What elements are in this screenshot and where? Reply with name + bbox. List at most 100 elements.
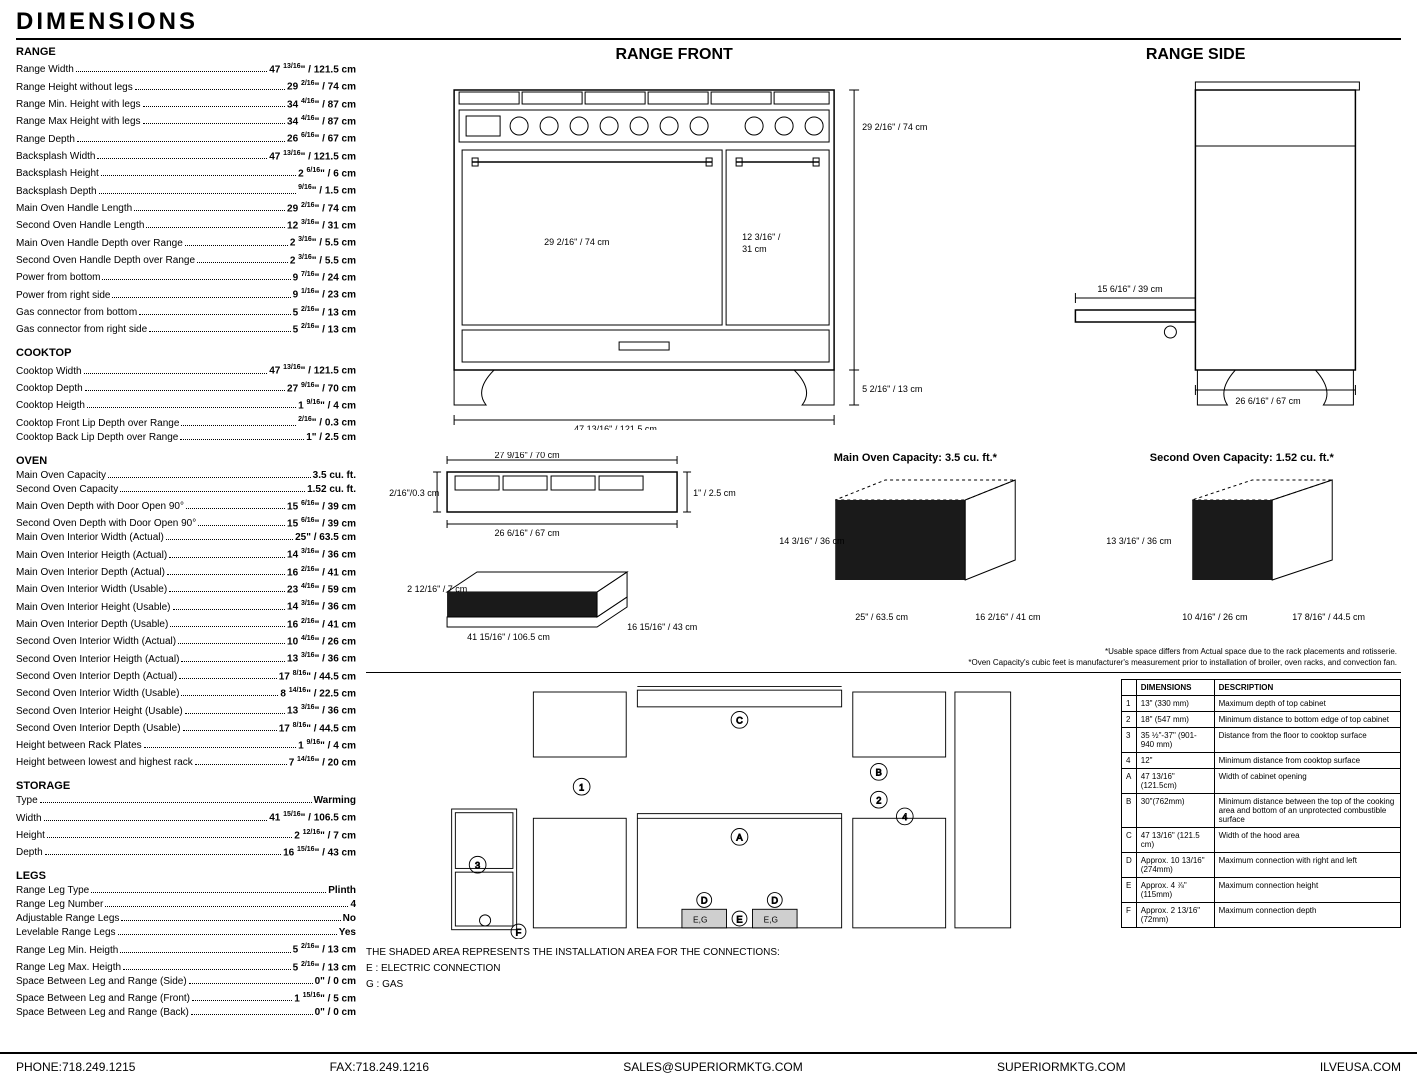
spec-row: Second Oven Interior Width (Actual)10 4/… (16, 632, 356, 649)
spec-label: Adjustable Range Legs (16, 912, 119, 926)
spec-row: Second Oven Interior Width (Usable)8 14/… (16, 684, 356, 701)
table-row: A47 13/16"(121.5cm)Width of cabinet open… (1122, 769, 1401, 794)
spec-label: Main Oven Capacity (16, 469, 106, 483)
svg-text:13 3/16" / 36 cm: 13 3/16" / 36 cm (1106, 536, 1171, 546)
spec-label: Space Between Leg and Range (Front) (16, 992, 190, 1006)
spec-value: No (343, 912, 356, 926)
spec-row: Second Oven Interior Depth (Usable)17 8/… (16, 719, 356, 736)
spec-row: Gas connector from bottom5 2/16" / 13 cm (16, 303, 356, 320)
svg-text:4: 4 (902, 812, 907, 822)
spec-value: 34 4/16" / 87 cm (287, 95, 356, 112)
footer-web1: SUPERIORMKTG.COM (997, 1060, 1126, 1074)
spec-value: 16 15/16" / 43 cm (283, 843, 356, 860)
spec-value: 47 13/16" / 121.5 cm (269, 60, 356, 77)
second-oven-cap-title: Second Oven Capacity: 1.52 cu. ft.* (1083, 452, 1401, 464)
spec-row: Range Max Height with legs34 4/16" / 87 … (16, 112, 356, 129)
spec-value: 26 6/16" / 67 cm (287, 129, 356, 146)
install-legend: THE SHADED AREA REPRESENTS THE INSTALLAT… (366, 945, 1113, 993)
spec-label: Range Max Height with legs (16, 115, 141, 129)
svg-text:B: B (876, 768, 882, 778)
spec-label: Second Oven Interior Height (Usable) (16, 705, 183, 719)
spec-value: 1 9/16" / 4 cm (298, 736, 356, 753)
spec-row: Backsplash Depth9/16" / 1.5 cm (16, 181, 356, 198)
spec-value: 8 14/16" / 22.5 cm (280, 684, 356, 701)
footer-web2: ILVEUSA.COM (1320, 1060, 1401, 1074)
main-oven-box: 14 3/16" / 36 cm 25" / 63.5 cm 16 2/16" … (756, 470, 1074, 630)
spec-label: Second Oven Handle Depth over Range (16, 254, 195, 268)
spec-row: Main Oven Interior Width (Usable)23 4/16… (16, 580, 356, 597)
spec-value: 29 2/16" / 74 cm (287, 77, 356, 94)
spec-label: Range Leg Max. Heigth (16, 961, 121, 975)
range-side-diagram: 15 6/16" / 39 cm 26 6/16" / 67 cm (990, 70, 1401, 430)
svg-text:E: E (736, 914, 742, 924)
spec-label: Power from right side (16, 289, 110, 303)
svg-text:2/16"/0.3 cm: 2/16"/0.3 cm (389, 488, 439, 498)
spec-value: 47 13/16" / 121.5 cm (269, 361, 356, 378)
spec-value: Warming (314, 794, 356, 808)
spec-value: 4 (350, 898, 356, 912)
spec-label: Main Oven Interior Height (Usable) (16, 601, 171, 615)
spec-label: Main Oven Interior Width (Actual) (16, 531, 164, 545)
svg-text:5 2/16" / 13 cm: 5 2/16" / 13 cm (862, 384, 922, 394)
table-row: 412"Minimum distance from cooktop surfac… (1122, 753, 1401, 769)
spec-value: 16 2/16" / 41 cm (287, 563, 356, 580)
spec-row: Gas connector from right side5 2/16" / 1… (16, 320, 356, 337)
svg-text:16 15/16" / 43 cm: 16 15/16" / 43 cm (627, 622, 697, 632)
spec-label: Space Between Leg and Range (Back) (16, 1006, 189, 1020)
spec-row: Main Oven Handle Length29 2/16" / 74 cm (16, 199, 356, 216)
spec-label: Cooktop Width (16, 365, 82, 379)
svg-text:17 8/16" / 44.5 cm: 17 8/16" / 44.5 cm (1292, 612, 1365, 622)
spec-row: Main Oven Depth with Door Open 90°15 6/1… (16, 497, 356, 514)
spec-value: 1 15/16" / 5 cm (294, 989, 356, 1006)
footer-fax: FAX:718.249.1216 (330, 1060, 429, 1074)
range-side-title: RANGE SIDE (990, 46, 1401, 64)
spec-label: Range Width (16, 63, 74, 77)
spec-label: Second Oven Handle Length (16, 219, 144, 233)
spec-row: Cooktop Back Lip Depth over Range1" / 2.… (16, 431, 356, 445)
spec-label: Range Leg Type (16, 884, 89, 898)
spec-list: RANGERange Width47 13/16" / 121.5 cmRang… (16, 46, 356, 1056)
second-oven-box: 13 3/16" / 36 cm 10 4/16" / 26 cm 17 8/1… (1083, 470, 1401, 630)
svg-text:2 12/16" / 7 cm: 2 12/16" / 7 cm (407, 584, 467, 594)
spec-label: Cooktop Back Lip Depth over Range (16, 431, 178, 445)
svg-text:27 9/16" / 70 cm: 27 9/16" / 70 cm (494, 452, 559, 460)
spec-label: Type (16, 794, 38, 808)
svg-text:D: D (701, 896, 708, 906)
spec-row: Second Oven Handle Length12 3/16" / 31 c… (16, 216, 356, 233)
spec-label: Power from bottom (16, 271, 100, 285)
spec-row: Power from bottom9 7/16" / 24 cm (16, 268, 356, 285)
svg-text:D: D (771, 896, 778, 906)
spec-label: Range Depth (16, 133, 75, 147)
spec-value: 14 3/16" / 36 cm (287, 545, 356, 562)
spec-row: Main Oven Handle Depth over Range2 3/16"… (16, 233, 356, 250)
spec-row: Cooktop Heigth1 9/16" / 4 cm (16, 396, 356, 413)
spec-row: Backsplash Width47 13/16" / 121.5 cm (16, 147, 356, 164)
spec-value: 23 4/16" / 59 cm (287, 580, 356, 597)
spec-label: Range Leg Number (16, 898, 103, 912)
svg-text:F: F (516, 927, 522, 937)
table-row: 335 ½"-37" (901-940 mm)Distance from the… (1122, 728, 1401, 753)
spec-value: 17 8/16" / 44.5 cm (279, 719, 356, 736)
spec-row: Adjustable Range Legs No (16, 912, 356, 926)
spec-row: Second Oven Interior Depth (Actual)17 8/… (16, 667, 356, 684)
spec-row: Main Oven Interior Depth (Usable)16 2/16… (16, 615, 356, 632)
spec-label: Gas connector from right side (16, 323, 147, 337)
spec-value: 2/16" / 0.3 cm (298, 413, 356, 430)
spec-row: Range Leg Number 4 (16, 898, 356, 912)
spec-row: Second Oven Interior Height (Usable)13 3… (16, 701, 356, 718)
spec-value: Yes (339, 926, 356, 940)
svg-text:2: 2 (876, 795, 881, 805)
spec-row: Depth16 15/16" / 43 cm (16, 843, 356, 860)
spec-value: 7 14/16" / 20 cm (289, 753, 356, 770)
spec-row: Space Between Leg and Range (Front) 1 15/… (16, 989, 356, 1006)
spec-row: Main Oven Interior Height (Usable)14 3/1… (16, 597, 356, 614)
spec-row: Power from right side 9 1/16" / 23 cm (16, 285, 356, 302)
spec-label: Main Oven Handle Length (16, 202, 132, 216)
spec-label: Space Between Leg and Range (Side) (16, 975, 187, 989)
svg-text:15 6/16" / 39 cm: 15 6/16" / 39 cm (1098, 284, 1163, 294)
spec-value: 9 1/16" / 23 cm (293, 285, 356, 302)
svg-text:47 13/16" / 121.5 cm: 47 13/16" / 121.5 cm (574, 424, 657, 430)
spec-label: Height between lowest and highest rack (16, 756, 193, 770)
spec-value: 2 3/16" / 5.5 cm (290, 233, 356, 250)
svg-text:12 3/16" /31 cm: 12 3/16" /31 cm (742, 232, 781, 254)
